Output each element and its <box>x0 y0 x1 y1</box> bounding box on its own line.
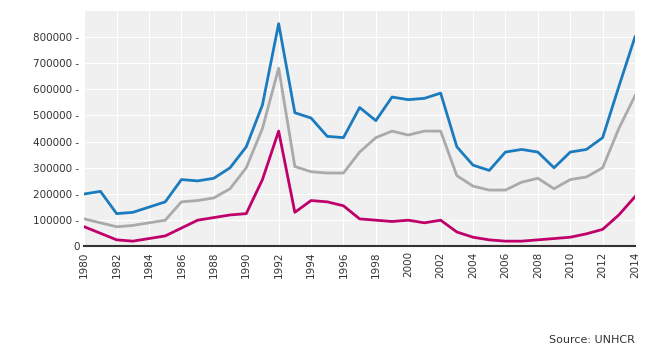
Text: Source: UNHCR: Source: UNHCR <box>549 335 635 345</box>
